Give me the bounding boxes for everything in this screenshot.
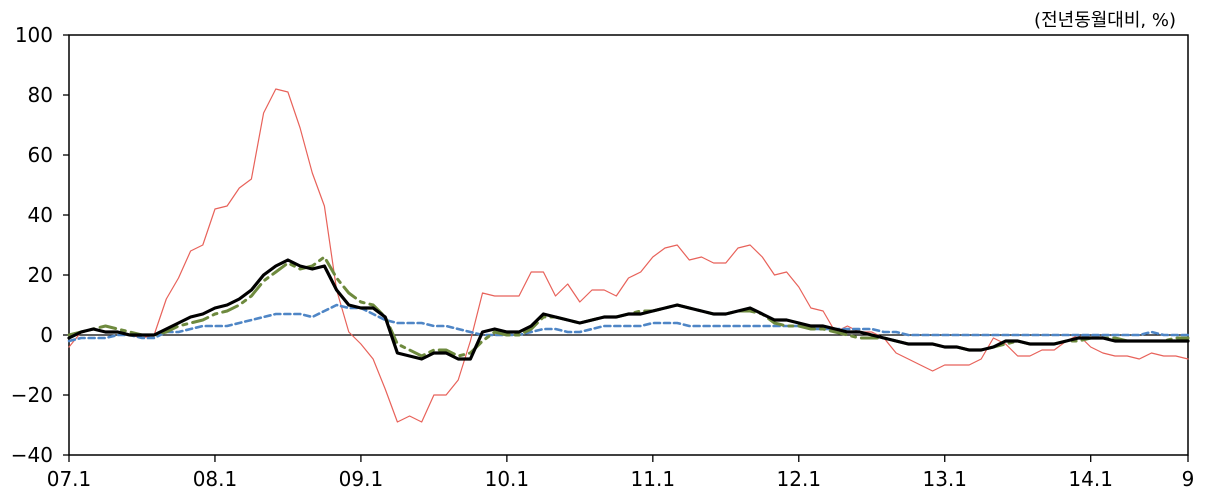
series-line-4: [67, 303, 1190, 343]
x-tick-label: 09.1: [339, 467, 384, 491]
x-tick-label: 10.1: [485, 467, 530, 491]
x-tick-label: 13.1: [922, 467, 967, 491]
y-tick-label: 0: [40, 323, 53, 347]
series-line-1: [68, 88, 1189, 423]
y-tick-label: −40: [11, 443, 53, 467]
y-tick-label: 20: [28, 263, 53, 287]
unit-label: (전년동월대비, %): [1034, 10, 1176, 31]
x-tick-label: 14.1: [1068, 467, 1113, 491]
y-tick-label: 100: [15, 23, 53, 47]
y-tick-label: −20: [11, 383, 53, 407]
series-layer: [67, 88, 1190, 423]
y-tick-label: 40: [28, 203, 53, 227]
y-tick-label: 80: [28, 83, 53, 107]
series-line-2: [67, 258, 1190, 361]
x-tick-label: 07.1: [47, 467, 92, 491]
x-tick-label: 11.1: [631, 467, 676, 491]
x-tick-label: 08.1: [193, 467, 238, 491]
plot-frame: [68, 34, 1189, 456]
x-tick-label: 12.1: [777, 467, 822, 491]
y-tick-label: 60: [28, 143, 53, 167]
x-tick-label: 9: [1182, 467, 1195, 491]
